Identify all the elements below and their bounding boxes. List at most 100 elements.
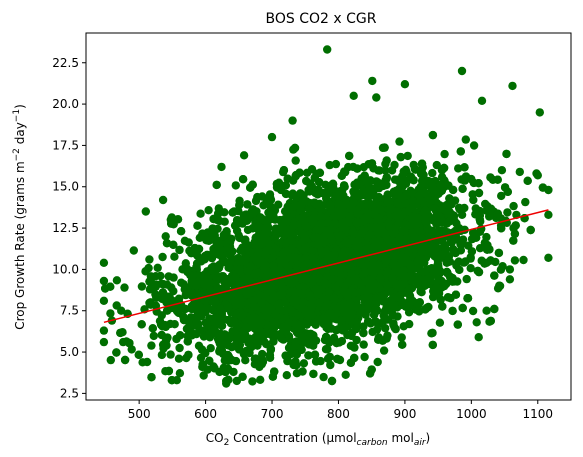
- data-point: [399, 322, 408, 331]
- data-point: [153, 263, 162, 272]
- data-point: [426, 179, 435, 188]
- data-point: [112, 276, 122, 285]
- data-point: [469, 141, 479, 150]
- data-point: [468, 306, 478, 316]
- data-point: [166, 350, 175, 359]
- data-point: [447, 237, 456, 247]
- data-points: [99, 45, 553, 388]
- data-point: [231, 181, 240, 190]
- data-point: [430, 204, 439, 213]
- chart-title: BOS CO2 x CGR: [266, 11, 377, 27]
- data-point: [526, 225, 535, 235]
- data-point: [368, 327, 377, 337]
- data-point: [175, 369, 185, 378]
- data-point: [345, 151, 354, 161]
- data-point: [458, 303, 467, 313]
- data-point: [158, 280, 168, 289]
- data-point: [265, 190, 275, 199]
- data-point: [282, 371, 291, 380]
- data-point: [137, 282, 147, 291]
- data-point: [210, 296, 220, 305]
- data-point: [495, 281, 505, 291]
- data-point: [145, 255, 154, 264]
- data-point: [321, 345, 331, 354]
- data-point: [307, 165, 317, 174]
- data-point: [494, 248, 504, 258]
- data-point: [350, 343, 359, 352]
- data-point: [459, 258, 469, 267]
- data-point: [185, 320, 194, 329]
- data-point: [382, 156, 391, 165]
- data-point: [325, 160, 334, 170]
- data-point: [359, 340, 368, 349]
- data-point: [235, 196, 244, 205]
- data-point: [311, 357, 321, 366]
- data-point: [433, 259, 443, 269]
- data-point: [428, 168, 437, 178]
- data-point: [177, 278, 186, 287]
- data-point: [351, 324, 361, 334]
- data-point: [253, 192, 262, 202]
- data-point: [521, 197, 530, 207]
- data-point: [170, 252, 179, 261]
- data-point: [292, 369, 302, 378]
- data-point: [440, 149, 449, 159]
- data-point: [395, 137, 404, 146]
- data-point: [335, 187, 344, 196]
- data-point: [397, 333, 406, 342]
- data-point: [475, 244, 485, 253]
- data-point: [372, 317, 381, 327]
- data-point: [167, 376, 177, 385]
- data-point: [409, 176, 418, 185]
- data-point: [430, 186, 439, 195]
- data-point: [381, 166, 390, 175]
- data-point: [256, 375, 265, 384]
- data-point: [106, 309, 115, 318]
- data-point: [454, 164, 463, 173]
- data-point: [164, 272, 173, 281]
- data-point: [474, 188, 484, 198]
- data-point: [106, 355, 116, 365]
- data-point: [398, 340, 407, 349]
- data-point: [468, 234, 477, 244]
- data-point: [466, 264, 475, 273]
- data-point: [163, 306, 172, 315]
- data-point: [234, 231, 243, 240]
- data-point: [466, 254, 475, 263]
- data-point: [497, 191, 506, 201]
- data-point: [387, 166, 397, 175]
- data-point: [129, 246, 138, 255]
- data-point: [439, 163, 449, 173]
- data-point: [363, 317, 373, 326]
- data-point: [208, 224, 217, 233]
- data-point: [462, 274, 471, 284]
- data-point: [486, 316, 495, 326]
- data-point: [331, 159, 341, 169]
- data-point: [283, 356, 292, 365]
- data-point: [169, 286, 178, 296]
- data-point: [259, 201, 268, 210]
- data-point: [248, 377, 257, 386]
- data-point: [324, 354, 333, 363]
- data-point: [212, 180, 221, 190]
- data-point: [252, 338, 262, 347]
- data-point: [475, 215, 484, 224]
- data-point: [296, 189, 305, 198]
- data-point: [453, 320, 462, 329]
- data-point: [379, 346, 389, 355]
- data-point: [238, 175, 248, 184]
- data-point: [332, 326, 341, 335]
- data-point: [406, 187, 415, 197]
- data-point: [127, 345, 136, 354]
- data-point: [206, 344, 215, 353]
- data-point: [152, 293, 161, 302]
- data-point: [497, 166, 507, 175]
- data-point: [163, 333, 172, 342]
- data-point: [162, 239, 172, 248]
- data-point: [339, 181, 349, 190]
- data-point: [169, 240, 178, 249]
- data-point: [224, 356, 233, 365]
- data-point: [359, 163, 368, 172]
- data-point: [442, 267, 452, 277]
